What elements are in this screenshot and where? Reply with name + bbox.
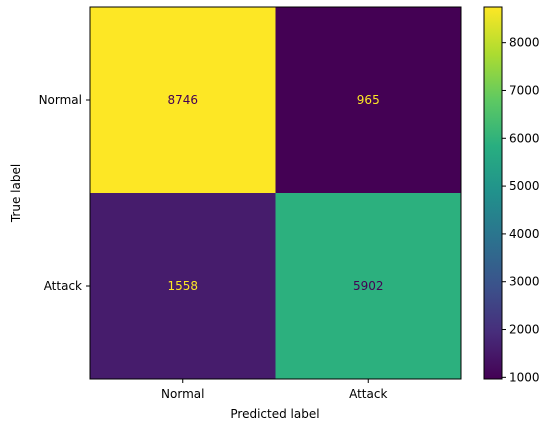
heatmap-cell [90,193,276,379]
heatmap-cell [90,7,276,193]
cell-value-label: 965 [357,93,380,107]
y-axis-label: True label [9,164,23,223]
heatmap-cell-labels: 8746 965 1558 5902 [167,93,383,293]
x-tick-label: Normal [161,387,204,401]
cell-value-label: 1558 [167,279,198,293]
colorbar-gradient [483,6,503,380]
heatmap-cells [90,7,461,379]
x-tick-label: Attack [349,387,387,401]
colorbar: 1000 2000 3000 4000 5000 6000 7000 8000 [483,6,540,384]
plot-frame [89,6,462,380]
colorbar-tick-label: 5000 [509,179,540,193]
heatmap-cell [275,7,461,193]
colorbar-tick-label: 1000 [509,370,540,384]
x-axis-label: Predicted label [230,407,319,421]
y-tick-label: Normal [39,93,82,107]
colorbar-tick-label: 2000 [509,323,540,337]
cell-value-label: 8746 [167,93,198,107]
colorbar-tick-label: 6000 [509,131,540,145]
colorbar-tick-label: 8000 [509,36,540,50]
heatmap-cell [275,193,461,379]
colorbar-ticks: 1000 2000 3000 4000 5000 6000 7000 8000 [502,36,540,384]
y-axis-ticks: Normal Attack [39,93,90,293]
cell-value-label: 5902 [353,279,384,293]
x-axis-ticks: Normal Attack [161,379,387,401]
y-tick-label: Attack [44,279,82,293]
colorbar-tick-label: 3000 [509,275,540,289]
colorbar-tick-label: 7000 [509,83,540,97]
colorbar-tick-label: 4000 [509,227,540,241]
